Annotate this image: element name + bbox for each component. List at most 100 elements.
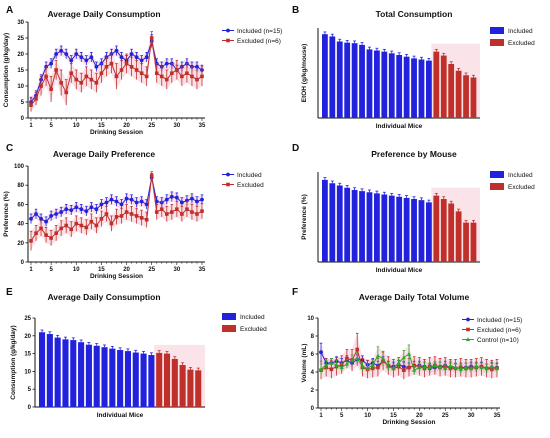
bar [344, 42, 351, 118]
y-tick-label: 5 [28, 387, 32, 393]
data-point [489, 364, 494, 369]
data-point [94, 223, 99, 228]
bar [329, 36, 336, 118]
y-tick-label: 40 [17, 222, 24, 228]
data-point [154, 210, 159, 214]
data-point [484, 366, 489, 370]
data-point [84, 74, 89, 79]
bar [62, 339, 69, 407]
legend-label: Included [240, 314, 265, 321]
bar [448, 64, 455, 118]
data-point [114, 199, 119, 204]
x-axis-label: Drinking Session [90, 129, 143, 136]
data-point [34, 212, 38, 216]
data-point [195, 77, 199, 82]
bar [411, 199, 417, 262]
data-point [406, 351, 412, 356]
data-point [54, 212, 59, 216]
data-point [432, 363, 437, 368]
bar [140, 353, 147, 407]
x-tick-label: 20 [416, 413, 423, 419]
bar [433, 195, 440, 262]
y-tick-label: 15 [17, 68, 24, 74]
bar [322, 34, 328, 118]
data-point [114, 215, 119, 219]
data-point [64, 90, 69, 95]
data-point [74, 221, 79, 226]
data-point [174, 195, 179, 200]
panel-e: 0 5 10 15 20 25 E Average Daily Consumption Indi… [6, 287, 267, 419]
x-tick-label: 30 [174, 267, 181, 273]
bar [366, 49, 373, 118]
panel-letter: D [292, 143, 299, 154]
y-axis-label: Preference (%) [3, 191, 10, 237]
legend-label: Included [508, 28, 533, 35]
data-point [169, 194, 174, 199]
bar [396, 196, 403, 262]
bar [39, 332, 46, 407]
bar [470, 77, 477, 118]
data-point [29, 239, 33, 243]
data-point [185, 207, 189, 211]
data-point [99, 217, 104, 221]
data-point [99, 202, 104, 207]
data-point [69, 208, 74, 213]
data-point [29, 103, 33, 107]
x-tick-label: 1 [319, 413, 323, 419]
x-axis-label: Drinking Session [382, 419, 435, 426]
bar [396, 55, 403, 118]
y-tick-label: 5 [21, 100, 25, 106]
y-tick-label: 4 [311, 370, 315, 376]
data-point [104, 65, 109, 69]
bar [195, 370, 202, 407]
y-tick-label: 80 [17, 183, 24, 189]
legend-label: Excluded (n=6) [237, 38, 281, 45]
bar [109, 348, 116, 407]
data-point [29, 216, 33, 221]
y-tick-label: 2 [311, 388, 315, 394]
bar [381, 51, 388, 118]
legend-label: Included (n=15) [477, 317, 522, 324]
bar [70, 340, 77, 407]
bar [388, 195, 395, 262]
data-point [179, 200, 184, 205]
data-point [344, 361, 349, 366]
data-point [144, 202, 149, 207]
data-point [104, 200, 109, 205]
data-point [195, 64, 199, 69]
data-point [89, 77, 94, 82]
data-point [469, 366, 474, 370]
panel-letter: A [6, 5, 13, 16]
x-tick-label: 5 [49, 123, 53, 129]
legend-swatch [222, 313, 236, 320]
chart-title: Preference by Mouse [371, 149, 457, 159]
data-point [463, 365, 469, 370]
data-point [200, 209, 204, 213]
data-point [381, 356, 386, 361]
data-point [119, 68, 124, 72]
data-point [175, 207, 179, 211]
bar [148, 355, 155, 407]
bar [463, 75, 469, 118]
data-point [94, 64, 99, 69]
data-point [114, 48, 119, 53]
chart-title: Total Consumption [376, 9, 453, 19]
data-point [39, 226, 43, 231]
bar [156, 352, 163, 407]
bar [322, 179, 328, 262]
x-tick-label: 35 [199, 123, 206, 129]
data-point [329, 367, 334, 372]
data-point [49, 236, 53, 240]
x-axis-label: Individual Mice [376, 123, 423, 130]
data-point [175, 68, 179, 72]
bar [448, 203, 455, 262]
y-tick-label: 20 [17, 52, 24, 58]
data-point [200, 74, 204, 79]
data-point [195, 212, 199, 216]
data-point [401, 355, 406, 360]
data-point [134, 68, 139, 72]
x-axis-label: Individual Mice [376, 267, 423, 274]
error-band [31, 34, 202, 107]
data-point [226, 172, 230, 177]
data-point [94, 207, 99, 212]
